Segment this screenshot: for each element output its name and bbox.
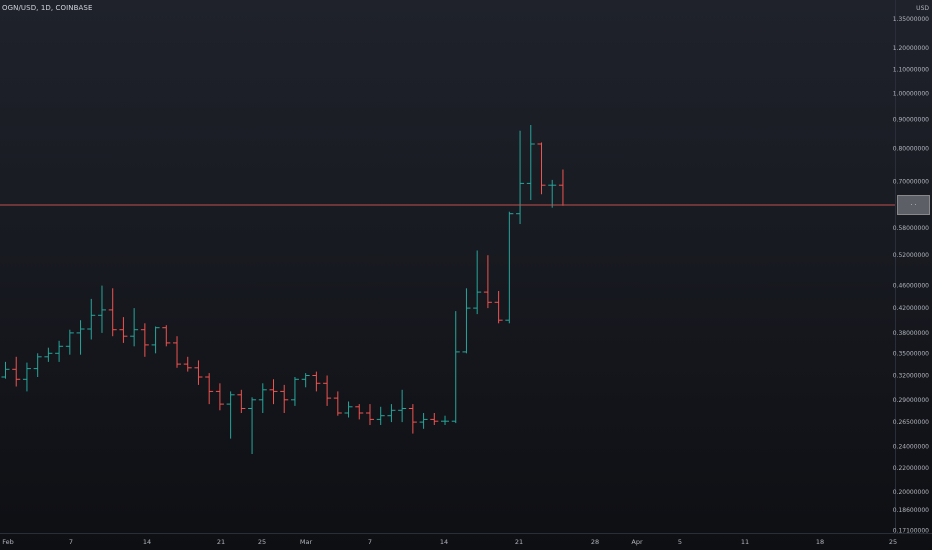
- ohlc-bar: [55, 340, 64, 362]
- ohlc-bar: [173, 336, 182, 368]
- price-tick-label: 0.80000000: [893, 146, 929, 153]
- ohlc-bar: [237, 389, 246, 413]
- ohlc-bar: [387, 404, 396, 423]
- ohlc-bar: [194, 360, 203, 385]
- symbol-title[interactable]: OGN/USD, 1D, COINBASE: [2, 4, 93, 12]
- ohlc-bar: [462, 288, 471, 354]
- time-tick-label: 14: [143, 538, 151, 546]
- time-tick-label: Feb: [2, 538, 14, 546]
- ohlc-bar: [65, 329, 74, 355]
- ohlc-bar: [183, 356, 192, 372]
- time-tick-label: Apr: [631, 538, 643, 546]
- time-tick-label: Mar: [300, 538, 313, 546]
- time-tick-label: 25: [889, 538, 897, 546]
- price-tick-label: 0.42000000: [893, 305, 929, 312]
- price-tick-label: 0.38000000: [893, 330, 929, 337]
- price-tick-label: 0.52000000: [893, 252, 929, 259]
- ohlc-bar: [97, 285, 106, 333]
- ohlc-bar: [76, 320, 85, 355]
- time-axis[interactable]: Feb 7 14 21 25 Mar 7 14 21 28 Apr 5 11 18 25: [2, 538, 897, 546]
- price-tick-label: 0.20000000: [893, 489, 929, 496]
- ohlc-bar: [333, 391, 342, 416]
- price-tick-label: 1.10000000: [893, 67, 929, 74]
- ohlc-bar: [355, 404, 364, 420]
- ohlc-bar: [494, 291, 503, 324]
- ohlc-bar: [430, 413, 439, 425]
- price-axis-unit: USD: [916, 5, 929, 12]
- ohlc-bar: [526, 125, 535, 200]
- price-tick-label: 0.70000000: [893, 179, 929, 186]
- ohlc-bar: [258, 383, 267, 413]
- price-tick-label: 0.90000000: [893, 116, 929, 123]
- ohlc-bar: [441, 415, 450, 425]
- chart-axes: [0, 0, 932, 534]
- ohlc-bar: [419, 413, 428, 429]
- ohlc-bar: [1, 361, 10, 379]
- ohlc-bar: [130, 308, 139, 347]
- ohlc-bar: [290, 377, 299, 406]
- price-tick-label: 1.35000000: [893, 16, 929, 23]
- ohlc-bar: [548, 179, 557, 208]
- time-tick-label: 7: [69, 538, 73, 546]
- price-axis[interactable]: USD 1.35000000 1.20000000 1.10000000 1.00000…: [893, 5, 930, 535]
- ohlc-bar: [408, 404, 417, 434]
- ohlc-bar: [22, 362, 31, 392]
- ohlc-bar: [344, 401, 353, 418]
- ohlc-bar: [516, 130, 525, 224]
- ohlc-bar: [248, 397, 257, 454]
- ohlc-bar: [87, 298, 96, 340]
- time-tick-label: 25: [258, 538, 266, 546]
- ohlc-bar: [365, 404, 374, 425]
- ohlc-bar: [140, 323, 149, 357]
- ohlc-bar: [323, 375, 332, 406]
- ohlc-bar: [451, 311, 460, 424]
- ohlc-bar: [162, 325, 171, 347]
- ohlc-bar: [398, 389, 407, 423]
- ohlc-bars: [1, 125, 567, 454]
- ohlc-bar: [12, 356, 21, 387]
- ohlc-bar: [537, 142, 546, 195]
- price-tick-label: 0.58000000: [893, 225, 929, 232]
- time-tick-label: 11: [741, 538, 749, 546]
- price-tick-label: 0.18600000: [893, 507, 929, 514]
- time-tick-label: 7: [368, 538, 372, 546]
- ohlc-bar: [376, 406, 385, 425]
- ohlc-bar: [108, 288, 117, 337]
- price-tick-label: 0.17100000: [893, 528, 929, 535]
- ohlc-bar: [558, 169, 567, 206]
- price-tick-label: 0.29000000: [893, 397, 929, 404]
- price-tick-label: 0.35000000: [893, 350, 929, 357]
- price-tick-label: 0.32000000: [893, 373, 929, 380]
- time-tick-label: 21: [515, 538, 523, 546]
- last-price-tag: · ·: [897, 195, 930, 215]
- price-tick-label: 1.00000000: [893, 90, 929, 97]
- ohlc-bar: [473, 250, 482, 315]
- time-tick-label: 21: [217, 538, 225, 546]
- price-tick-label: 0.26500000: [893, 419, 929, 426]
- ohlc-bar: [44, 347, 53, 362]
- price-tick-label: 0.24000000: [893, 444, 929, 451]
- time-tick-label: 18: [816, 538, 824, 546]
- time-tick-label: 14: [440, 538, 448, 546]
- ohlc-bar: [215, 383, 224, 411]
- time-tick-label: 5: [678, 538, 682, 546]
- ohlc-bar: [505, 211, 514, 324]
- time-tick-label: 28: [591, 538, 599, 546]
- ohlc-bar: [312, 371, 321, 392]
- price-tick-label: 0.46000000: [893, 283, 929, 290]
- ohlc-bar: [205, 373, 214, 405]
- ohlc-bar: [483, 255, 492, 309]
- ohlc-bar: [269, 379, 278, 405]
- ohlc-bar: [301, 373, 310, 388]
- price-tick-label: 1.20000000: [893, 45, 929, 52]
- ohlc-bar: [151, 326, 160, 354]
- ohlc-bar: [33, 353, 42, 377]
- price-tick-label: 0.22000000: [893, 465, 929, 472]
- ohlc-bar: [280, 384, 289, 413]
- ohlc-bar: [119, 317, 128, 343]
- ohlc-bar: [226, 391, 235, 439]
